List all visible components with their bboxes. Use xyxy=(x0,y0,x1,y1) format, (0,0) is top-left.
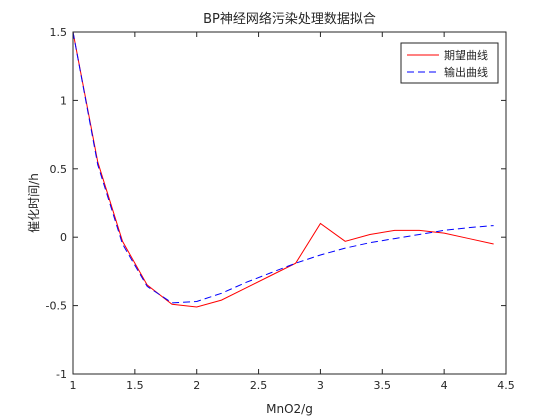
x-tick-label: 1.5 xyxy=(126,379,144,392)
x-tick-label: 1 xyxy=(70,379,77,392)
y-tick-label: 1 xyxy=(60,94,67,107)
x-tick-label: 3.5 xyxy=(374,379,392,392)
plot-frame xyxy=(72,31,507,375)
chart-title: BP神经网络污染处理数据拟合 xyxy=(203,11,376,27)
legend-label-1: 期望曲线 xyxy=(444,48,488,62)
legend-box xyxy=(400,42,499,84)
legend-label-2: 输出曲线 xyxy=(444,65,488,79)
y-tick-label: 0.5 xyxy=(50,163,68,176)
x-tick-label: 4.5 xyxy=(497,379,515,392)
x-tick-label: 2 xyxy=(193,379,200,392)
y-tick-label: 1.5 xyxy=(50,26,68,39)
y-tick-label: -0.5 xyxy=(46,300,67,313)
y-tick-label: 0 xyxy=(60,231,67,244)
series-line-2 xyxy=(72,31,494,304)
x-tick-label: 3 xyxy=(317,379,324,392)
plot-area xyxy=(73,32,506,374)
x-tick-label: 4 xyxy=(441,379,448,392)
y-axis-label: 催化时间/h xyxy=(27,173,41,233)
y-tick-label: -1 xyxy=(56,368,67,381)
series-layer xyxy=(72,31,494,308)
x-tick-label: 2.5 xyxy=(250,379,268,392)
x-axis-label: MnO2/g xyxy=(266,402,313,416)
ticks-layer: 1 1.5 2 2.5 3 3.5 4 4.5 -1 -0.5 0 0.5 1 1.5 xyxy=(46,26,515,392)
series-line-1 xyxy=(72,31,494,308)
